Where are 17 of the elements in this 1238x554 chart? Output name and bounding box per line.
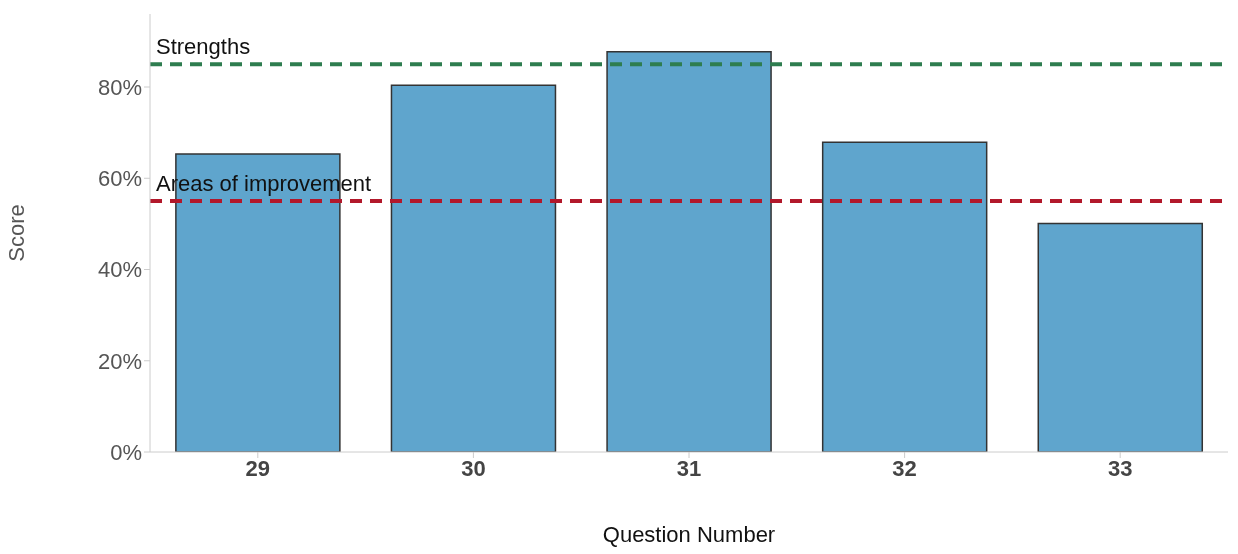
y-tick-label: 80% [97, 74, 142, 100]
x-tick-label: 31 [676, 455, 702, 481]
x-tick-label: 32 [892, 455, 917, 481]
bar [821, 141, 988, 452]
y-axis-title: Score [3, 204, 29, 262]
y-tick-label: 40% [97, 257, 142, 283]
bar [390, 84, 557, 452]
ref-line-label: Strengths [156, 34, 251, 60]
bar [606, 51, 772, 452]
x-tick-label: 33 [1107, 455, 1133, 481]
bar [1037, 222, 1204, 452]
y-tick-label: 0% [110, 439, 142, 465]
y-tick-label: 60% [97, 166, 142, 192]
x-tick-label: 29 [245, 455, 271, 481]
x-tick-label: 30 [461, 455, 486, 481]
y-tick-label: 20% [97, 348, 142, 374]
x-axis-title: Question Number [602, 522, 776, 547]
